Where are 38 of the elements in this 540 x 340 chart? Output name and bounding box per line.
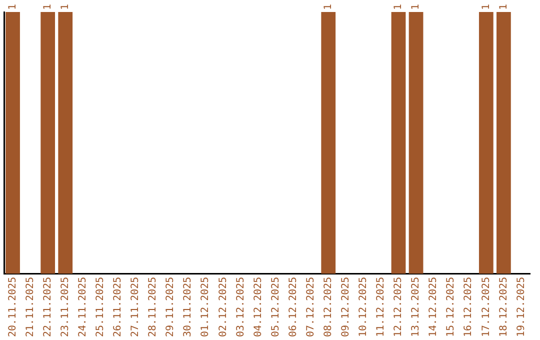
x-tick-label: 04.12.2025 — [252, 276, 264, 338]
x-tick-label: 18.12.2025 — [498, 276, 510, 338]
x-tick-label: 25.11.2025 — [95, 276, 106, 338]
x-tick-label: 29.11.2025 — [165, 276, 176, 338]
x-tick-label: 03.12.2025 — [235, 276, 246, 338]
data-label: 1 — [60, 4, 71, 10]
x-tick-label: 11.12.2025 — [376, 276, 387, 338]
x-tick-label: 12.12.2025 — [393, 276, 404, 338]
x-tick-label: 09.12.2025 — [340, 276, 352, 338]
data-label: 1 — [42, 4, 54, 10]
x-tick-label: 02.12.2025 — [218, 276, 229, 338]
x-tick-label: 16.12.2025 — [463, 276, 474, 338]
data-label: 1 — [410, 4, 422, 10]
x-tick-label: 08.12.2025 — [322, 276, 334, 338]
x-tick-label: 17.12.2025 — [480, 276, 492, 338]
data-label: 1 — [7, 4, 18, 10]
x-tick-label: 26.11.2025 — [112, 276, 124, 338]
x-tick-label: 07.12.2025 — [305, 276, 316, 338]
x-tick-label: 20.11.2025 — [7, 276, 18, 338]
x-tick-label: 21.11.2025 — [24, 276, 36, 338]
x-tick-label: 05.12.2025 — [270, 276, 282, 338]
x-tick-label: 14.12.2025 — [428, 276, 440, 338]
x-tick-label: 15.12.2025 — [446, 276, 457, 338]
data-label: 1 — [393, 4, 404, 10]
x-tick-label: 24.11.2025 — [77, 276, 88, 338]
data-label: 1 — [322, 4, 334, 10]
x-tick-label: 28.11.2025 — [148, 276, 159, 338]
x-tick-label: 13.12.2025 — [410, 276, 422, 338]
x-tick-label: 30.11.2025 — [182, 276, 194, 338]
x-tick-label: 23.11.2025 — [60, 276, 71, 338]
x-tick-label: 27.11.2025 — [130, 276, 142, 338]
x-tick-label: 19.12.2025 — [516, 276, 527, 338]
x-tick-label: 01.12.2025 — [200, 276, 212, 338]
data-label: 1 — [498, 4, 510, 10]
x-tick-label: 22.11.2025 — [42, 276, 54, 338]
x-tick-label: 10.12.2025 — [358, 276, 370, 338]
x-tick-label: 06.12.2025 — [288, 276, 299, 338]
data-label: 1 — [480, 4, 492, 10]
